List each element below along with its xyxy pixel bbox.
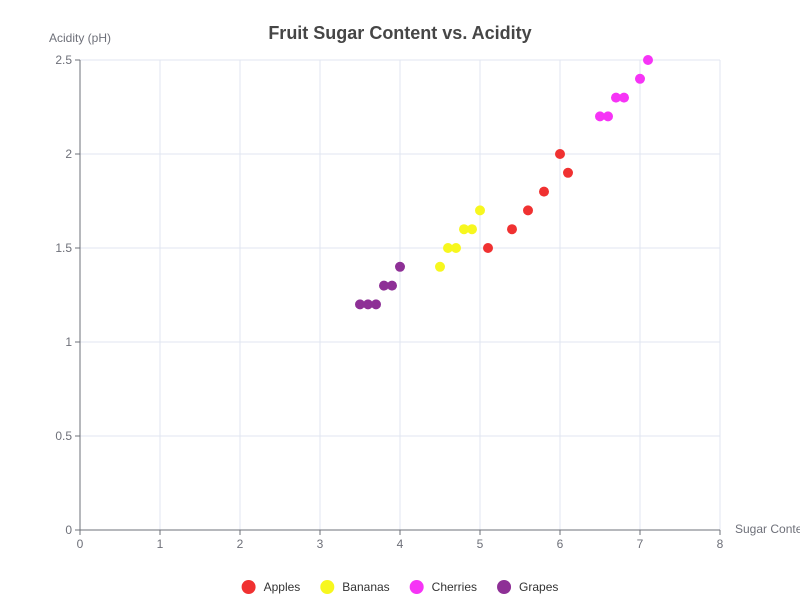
x-tick-label: 6 [557,537,564,551]
legend-marker [320,580,335,594]
x-axis-label: Sugar Content [735,522,800,536]
legend-item-apples[interactable]: Apples [241,580,301,594]
data-point[interactable] [475,205,485,216]
y-tick-label: 1.5 [55,241,72,255]
data-point[interactable] [451,243,461,253]
series-grapes [355,261,405,310]
axes: 0 1 2 3 4 5 6 7 8 0 0.5 1 1.5 2 2.5 [55,53,723,551]
legend-label: Cherries [432,580,477,594]
data-point[interactable] [443,243,453,253]
data-point[interactable] [355,299,365,310]
data-point[interactable] [555,149,565,159]
legend[interactable]: Apples Bananas Cherries Grapes [241,580,559,594]
chart-title: Fruit Sugar Content vs. Acidity [268,23,531,43]
y-tick-label: 0 [65,523,72,537]
x-tick-label: 8 [717,537,724,551]
grid [80,59,721,530]
x-tick-label: 7 [637,537,644,551]
data-point[interactable] [379,280,389,291]
data-point[interactable] [603,111,613,122]
data-point[interactable] [387,280,397,291]
series-cherries [595,55,653,122]
data-point[interactable] [539,186,549,197]
legend-label: Apples [264,580,301,594]
data-point[interactable] [611,92,621,103]
x-tick-label: 4 [397,537,404,551]
data-point[interactable] [619,92,629,103]
y-tick-label: 2.5 [55,53,72,67]
y-tick-label: 2 [65,147,72,161]
data-point[interactable] [395,261,405,272]
y-axis-label: Acidity (pH) [49,31,111,45]
legend-marker [497,580,512,594]
x-tick-label: 5 [477,537,484,551]
data-point[interactable] [643,55,653,65]
x-tick-label: 0 [77,537,84,551]
legend-marker [409,580,424,594]
data-point[interactable] [635,73,645,84]
x-tick-label: 2 [237,537,244,551]
data-point[interactable] [483,243,493,253]
legend-marker [241,580,256,594]
x-tick-label: 3 [317,537,324,551]
data-point[interactable] [363,299,373,310]
data-point[interactable] [563,167,573,178]
y-tick-label: 1 [65,335,72,349]
series-apples [483,149,573,253]
data-point[interactable] [435,261,445,272]
y-tick-label: 0.5 [55,429,72,443]
legend-label: Bananas [342,580,389,594]
legend-label: Grapes [519,580,558,594]
data-point[interactable] [523,205,533,216]
legend-item-grapes[interactable]: Grapes [497,580,558,594]
x-tick-label: 1 [157,537,164,551]
data-points [355,55,653,310]
data-point[interactable] [507,224,517,235]
legend-item-bananas[interactable]: Bananas [320,580,390,594]
data-point[interactable] [595,111,605,122]
data-point[interactable] [459,224,469,235]
series-bananas [435,205,485,272]
data-point[interactable] [371,299,381,310]
data-point[interactable] [467,224,477,235]
legend-item-cherries[interactable]: Cherries [409,580,477,594]
